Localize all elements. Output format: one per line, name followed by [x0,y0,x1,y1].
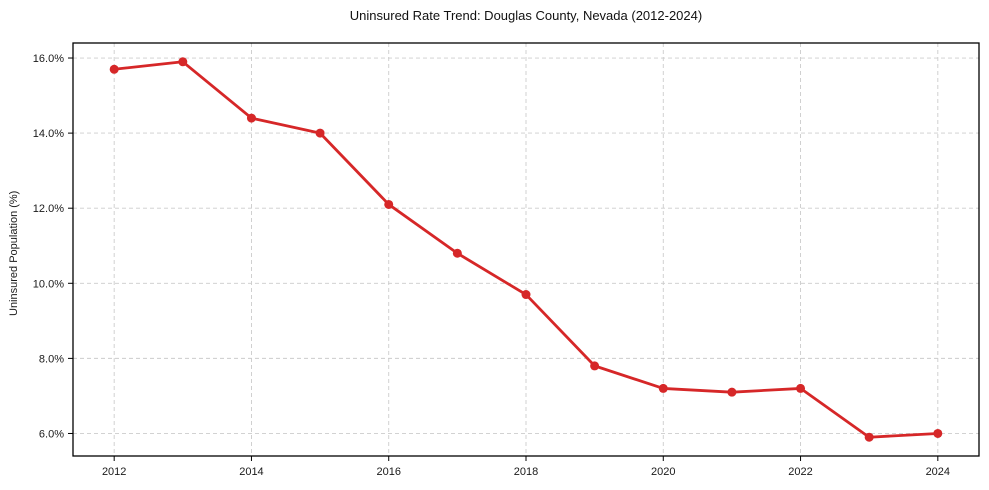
plot-border [72,42,980,457]
x-tick-label: 2024 [926,466,950,478]
y-tick-label: 16.0% [33,53,64,65]
data-point [590,361,600,371]
data-point [727,387,737,397]
data-point [384,199,394,209]
x-tick-label: 2020 [651,466,675,478]
data-point [521,290,531,300]
x-tick-label: 2018 [514,466,538,478]
data-point [933,428,943,438]
data-point [109,64,119,74]
y-tick-label: 8.0% [39,353,64,365]
data-point [452,248,462,258]
x-tick-label: 2014 [239,466,263,478]
x-tick-label: 2022 [788,466,812,478]
data-point [178,57,188,67]
x-tick-label: 2016 [376,466,400,478]
y-tick-label: 6.0% [39,428,64,440]
y-tick-label: 14.0% [33,128,64,140]
x-tick-label: 2012 [102,466,126,478]
y-tick-label: 10.0% [33,278,64,290]
data-point [658,383,668,393]
data-point [796,383,806,393]
data-point [246,113,256,123]
y-tick-label: 12.0% [33,203,64,215]
data-point [315,128,325,138]
data-point [864,432,874,442]
chart-title: Uninsured Rate Trend: Douglas County, Ne… [349,8,703,23]
